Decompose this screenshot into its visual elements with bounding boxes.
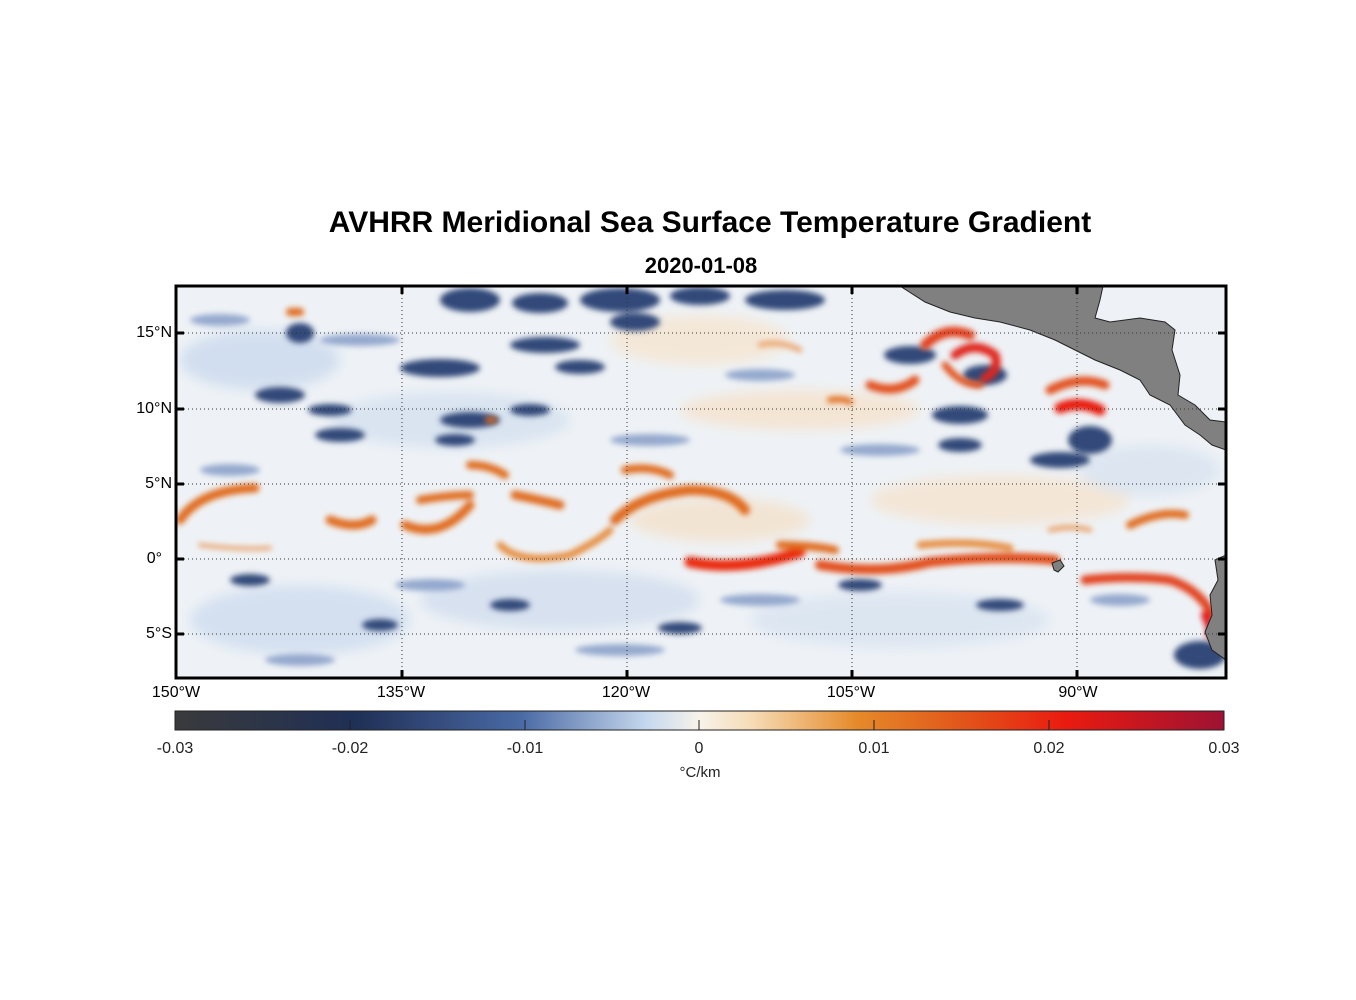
colorbar-unit: °C/km bbox=[679, 764, 721, 781]
lat-label-15n: 15°N bbox=[136, 324, 172, 341]
colorbar-tick-label: -0.03 bbox=[156, 740, 194, 757]
chart-title: AVHRR Meridional Sea Surface Temperature… bbox=[328, 206, 1092, 239]
lat-label-5n: 5°N bbox=[145, 475, 172, 492]
lat-label-10n: 10°N bbox=[136, 400, 172, 417]
colorbar-tick-label: 0.01 bbox=[858, 740, 890, 757]
colorbar-tick-label: -0.02 bbox=[331, 740, 369, 757]
colorbar-tick-label: 0.02 bbox=[1033, 740, 1065, 757]
colorbar-tick-label: -0.01 bbox=[506, 740, 544, 757]
sst-gradient-field bbox=[176, 286, 1226, 678]
lon-label-120w: 120°W bbox=[601, 684, 651, 701]
lat-label-0: 0° bbox=[146, 550, 162, 567]
map-frame bbox=[174, 284, 1228, 680]
colorbar-tick-label: 0 bbox=[694, 740, 704, 757]
lon-label-135w: 135°W bbox=[376, 684, 426, 701]
lon-label-150w: 150°W bbox=[151, 684, 201, 701]
lon-label-90w: 90°W bbox=[1058, 684, 1098, 701]
lon-label-105w: 105°W bbox=[826, 684, 876, 701]
lat-label-5s: 5°S bbox=[146, 625, 172, 642]
colorbar-tick-label: 0.03 bbox=[1208, 740, 1240, 757]
chart-subtitle: 2020-01-08 bbox=[644, 253, 758, 278]
map-grid bbox=[176, 286, 1226, 678]
